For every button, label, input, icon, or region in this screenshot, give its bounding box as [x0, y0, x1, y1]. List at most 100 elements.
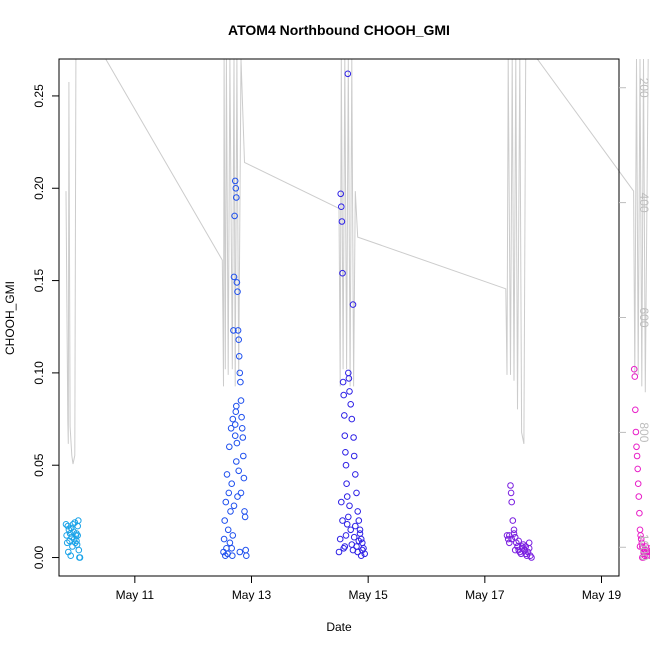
data-point: [343, 493, 351, 500]
data-point: [346, 502, 353, 510]
data-point: [506, 532, 513, 539]
data-point: [75, 517, 82, 524]
data-point: [527, 552, 534, 560]
data-point: [356, 530, 364, 537]
x-tick-label: May 11: [116, 588, 155, 602]
data-point: [344, 70, 352, 78]
data-point: [335, 548, 343, 556]
data-point: [342, 532, 350, 539]
data-point: [229, 415, 237, 423]
data-point: [352, 522, 359, 530]
data-point: [355, 517, 363, 524]
x-tick-label: May 15: [348, 588, 388, 602]
data-point: [337, 190, 345, 198]
data-point: [237, 378, 244, 386]
x-tick-label: May 17: [465, 588, 505, 602]
data-point: [509, 517, 517, 524]
data-point: [240, 452, 247, 460]
data-point: [636, 509, 643, 517]
y-axis-label: CHOOH_GMI: [3, 281, 17, 355]
data-point: [631, 373, 639, 380]
data-point: [231, 421, 239, 428]
data-point: [510, 526, 518, 534]
y-tick-label: 0.05: [32, 453, 46, 477]
data-point: [340, 545, 348, 552]
data-point: [234, 493, 241, 500]
data-point: [237, 397, 245, 404]
data-point: [234, 327, 242, 334]
data-point: [347, 401, 355, 408]
data-point: [227, 508, 234, 515]
data-point: [525, 539, 533, 547]
data-point: [632, 406, 639, 414]
data-point: [223, 471, 231, 478]
x-axis: May 11 May 13 May 15 May 17 May 19: [116, 576, 622, 602]
data-point: [220, 535, 228, 543]
data-point: [343, 521, 351, 528]
data-point: [507, 489, 515, 497]
data-point: [353, 543, 360, 550]
data-point: [73, 537, 80, 545]
data-point: [234, 288, 241, 296]
plot-frame: [58, 58, 620, 577]
data-point: [355, 537, 363, 545]
data-point: [648, 547, 650, 553]
data-point: [504, 535, 512, 543]
data-point: [340, 391, 348, 399]
data-point: [341, 432, 349, 440]
data-point: [636, 526, 644, 534]
data-point: [230, 502, 238, 510]
pressure-line: [65, 58, 649, 465]
data-point: [354, 508, 362, 515]
data-point: [233, 194, 240, 201]
data-point: [229, 532, 237, 539]
data-point: [233, 402, 240, 410]
data-point: [349, 301, 357, 308]
data-point: [342, 461, 350, 469]
data-point: [229, 552, 236, 560]
x-tick-label: May 19: [582, 588, 622, 602]
data-point: [634, 480, 642, 488]
data-point: [353, 489, 360, 497]
data-point: [647, 552, 650, 559]
data-point: [235, 467, 242, 475]
data-point: [637, 532, 644, 539]
data-point: [221, 517, 228, 524]
data-point: [630, 365, 638, 373]
data-point: [637, 535, 645, 543]
data-point: [640, 554, 647, 561]
data-point: [518, 543, 526, 550]
data-point: [231, 212, 238, 220]
data-point: [226, 443, 233, 451]
data-point: [241, 513, 249, 521]
data-point: [236, 548, 244, 556]
right-tick-label: 600: [637, 307, 650, 327]
data-point: [503, 532, 511, 539]
data-point: [339, 517, 346, 524]
data-point: [239, 434, 247, 441]
data-point: [633, 443, 640, 451]
data-point: [511, 546, 519, 554]
data-point: [226, 539, 234, 547]
y-tick-label: 0.00: [32, 546, 46, 570]
data-point: [634, 465, 642, 473]
data-point: [233, 279, 241, 286]
points-layer: [62, 70, 650, 561]
data-point: [345, 513, 352, 521]
data-point: [342, 449, 349, 456]
data-point: [341, 412, 348, 419]
data-point: [236, 369, 244, 377]
chart-title: ATOM4 Northbound CHOOH_GMI: [228, 22, 450, 38]
data-point: [232, 185, 240, 192]
right-tick-label: 1000: [637, 534, 650, 561]
right-tick-label: 800: [637, 422, 650, 442]
data-point: [356, 526, 364, 534]
data-point: [515, 537, 523, 545]
data-point: [339, 269, 346, 277]
x-tick-label: May 13: [232, 588, 272, 602]
data-point: [348, 415, 356, 423]
data-point: [228, 480, 235, 488]
right-tick-label: 200: [637, 78, 650, 98]
data-point: [238, 425, 246, 432]
